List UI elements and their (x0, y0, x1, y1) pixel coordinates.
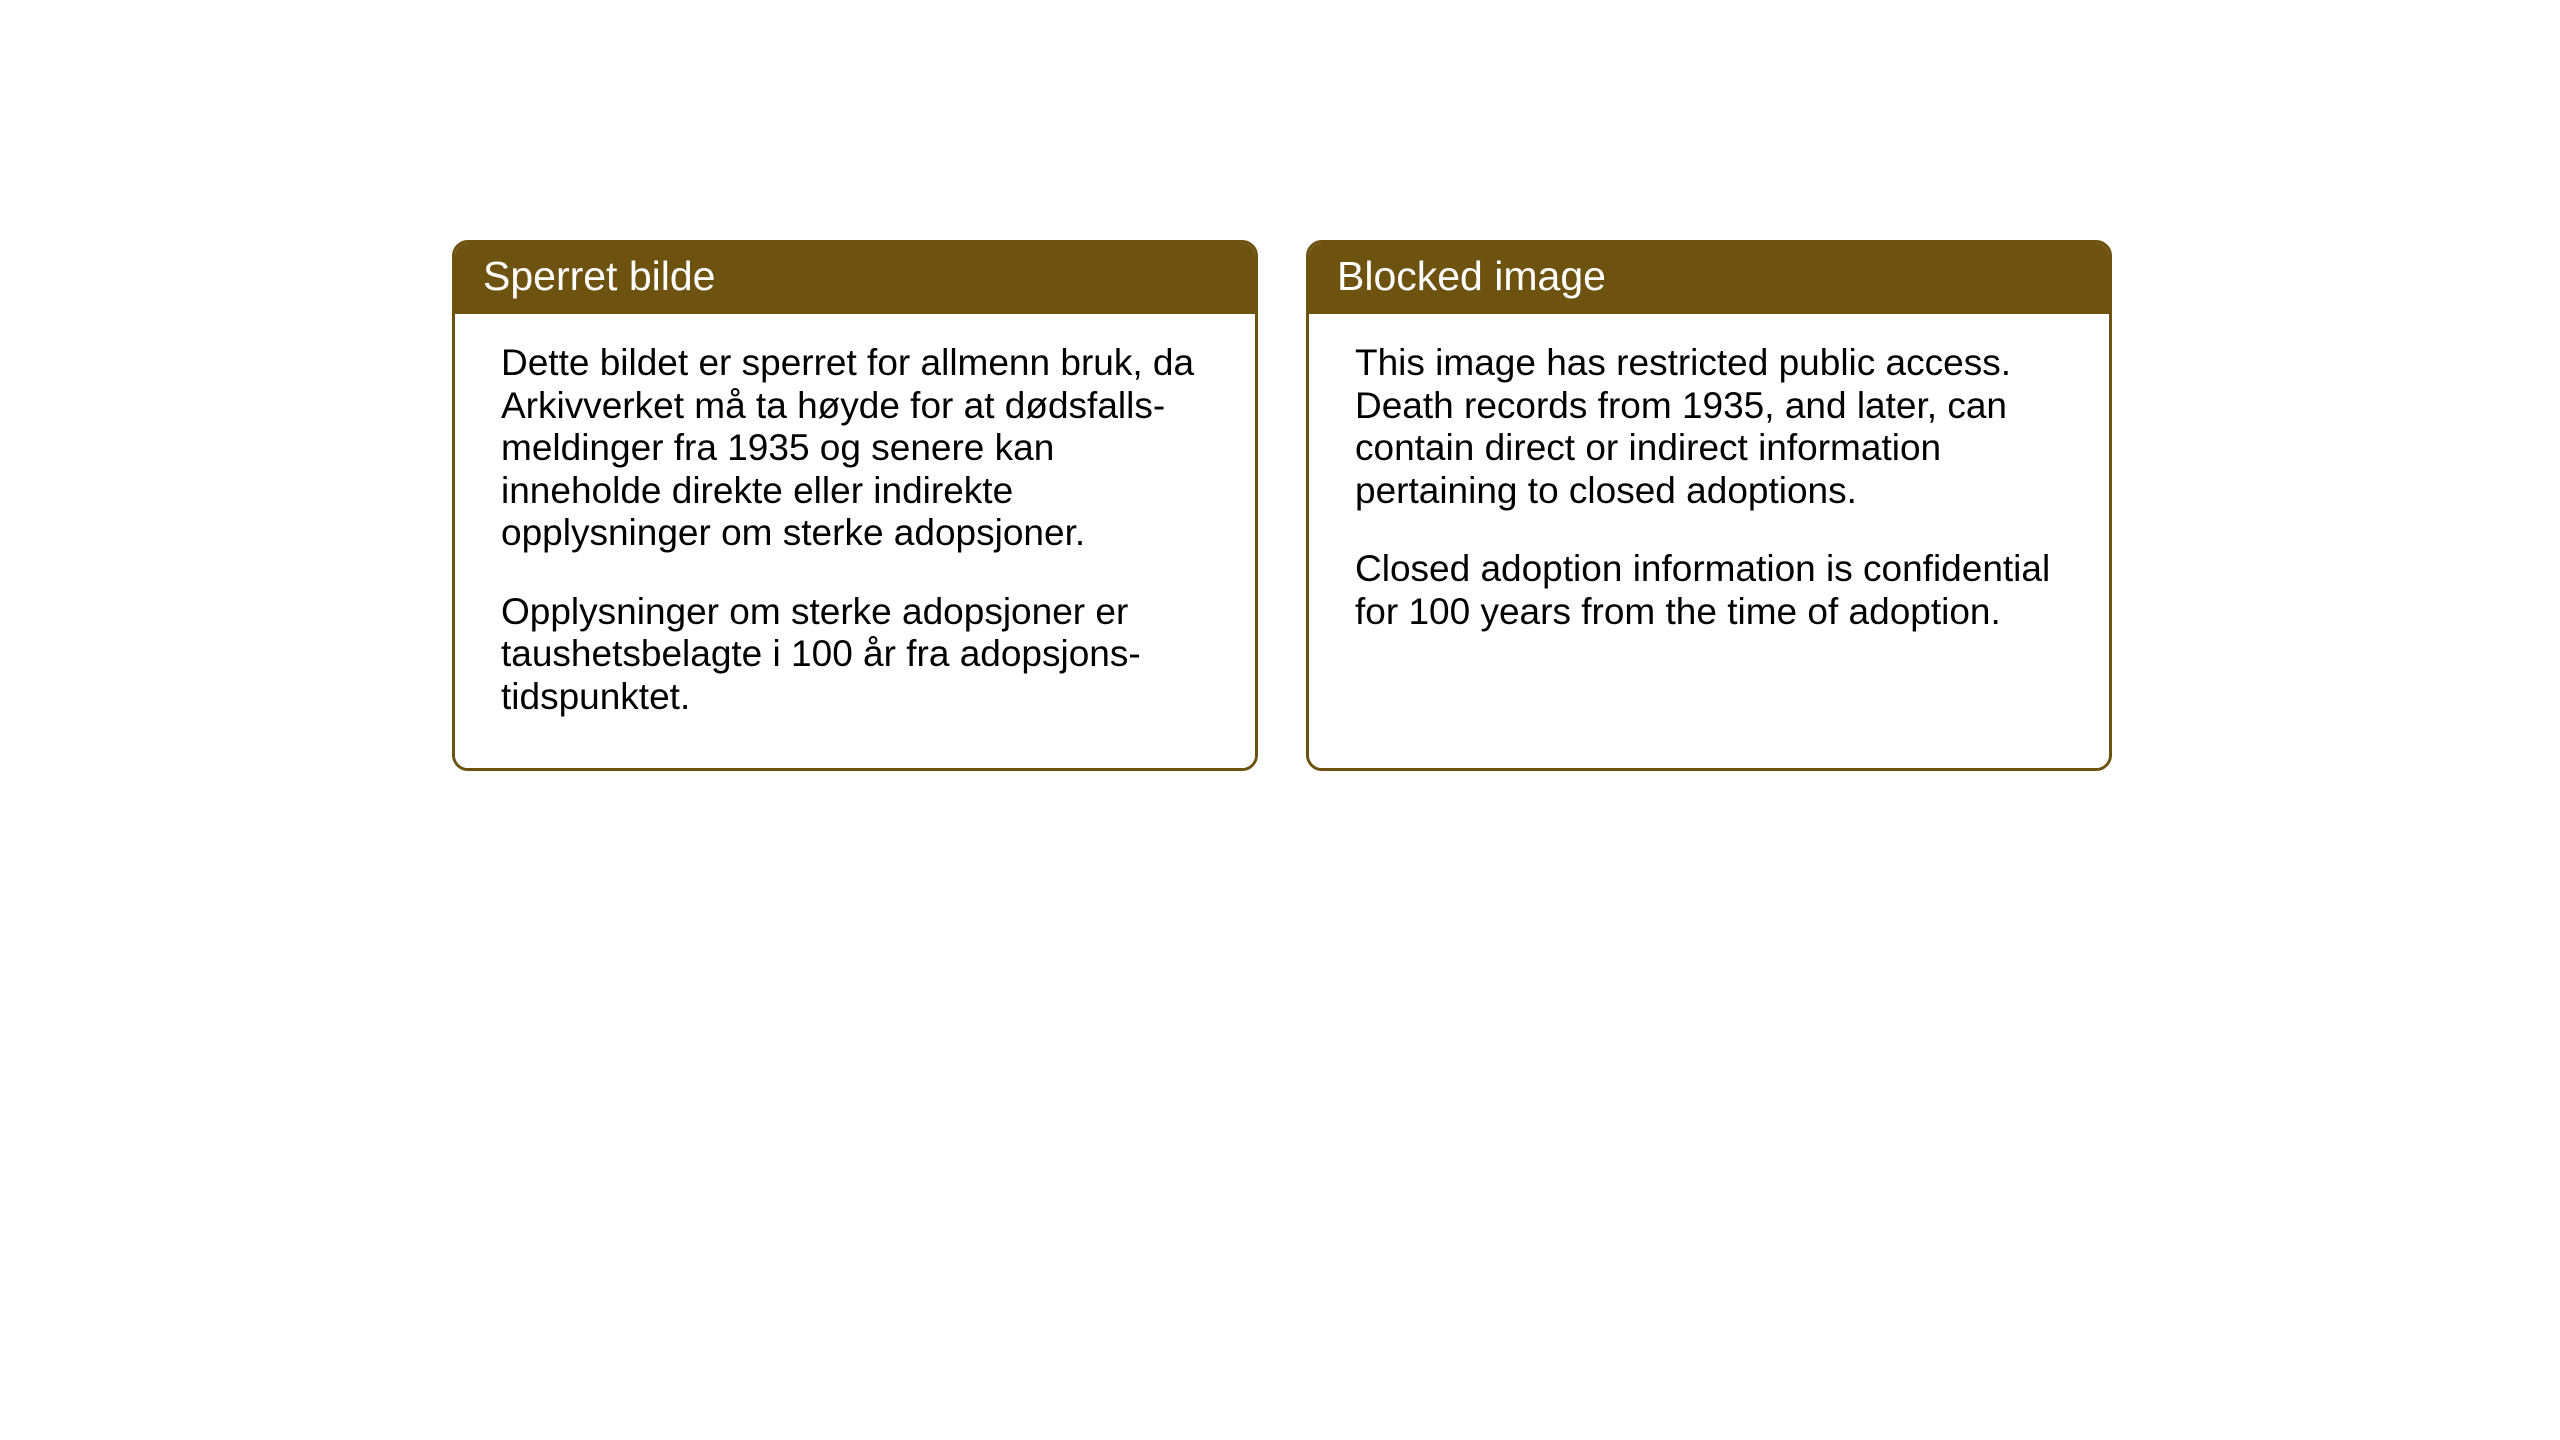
notice-paragraph: Opplysninger om sterke adopsjoner er tau… (501, 591, 1213, 719)
notice-paragraph: This image has restricted public access.… (1355, 342, 2067, 512)
notice-card-english: Blocked image This image has restricted … (1306, 240, 2112, 771)
notice-paragraph: Closed adoption information is confident… (1355, 548, 2067, 633)
notice-header-norwegian: Sperret bilde (455, 243, 1255, 314)
notice-paragraph: Dette bildet er sperret for allmenn bruk… (501, 342, 1213, 555)
notice-header-english: Blocked image (1309, 243, 2109, 314)
notice-container: Sperret bilde Dette bildet er sperret fo… (0, 0, 2560, 771)
notice-card-norwegian: Sperret bilde Dette bildet er sperret fo… (452, 240, 1258, 771)
notice-body-english: This image has restricted public access.… (1309, 314, 2109, 768)
notice-body-norwegian: Dette bildet er sperret for allmenn bruk… (455, 314, 1255, 768)
